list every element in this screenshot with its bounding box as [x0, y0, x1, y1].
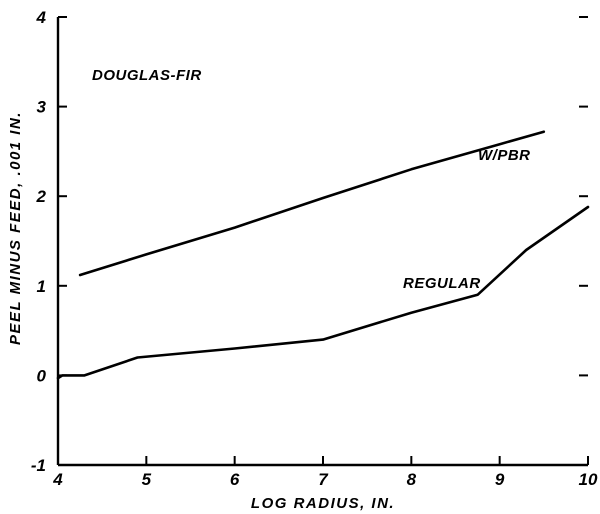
x-tick-label: 5: [142, 470, 152, 489]
series-line-regular: [56, 205, 590, 380]
y-tick-label: 0: [37, 366, 47, 385]
y-tick-label: -1: [31, 456, 46, 475]
x-axis-label: LOG RADIUS, IN.: [251, 495, 395, 512]
y-tick-label: 1: [37, 277, 46, 296]
y-axis-label: PEEL MINUS FEED, .001 IN.: [7, 111, 24, 345]
x-tick-label: 6: [230, 470, 240, 489]
chart-annotation: DOUGLAS-FIR: [92, 67, 202, 84]
x-tick-label: 9: [495, 470, 505, 489]
series-label-regular: REGULAR: [403, 275, 481, 292]
y-tick-label: 3: [37, 98, 47, 117]
x-tick-label: 4: [52, 470, 63, 489]
y-tick-label: 2: [36, 187, 47, 206]
series-label-w-pbr: W/PBR: [478, 147, 531, 164]
axes: [56, 17, 588, 467]
series-line-w-pbr: [78, 130, 546, 277]
x-tick-label: 7: [318, 470, 329, 489]
x-tick-label: 8: [407, 470, 417, 489]
series-group: [56, 130, 590, 380]
y-tick-label: 4: [36, 8, 47, 27]
ticks: 4 5 6 7 8 9 10 -1 0 1 2 3 4: [31, 8, 598, 489]
x-tick-label: 10: [579, 470, 598, 489]
